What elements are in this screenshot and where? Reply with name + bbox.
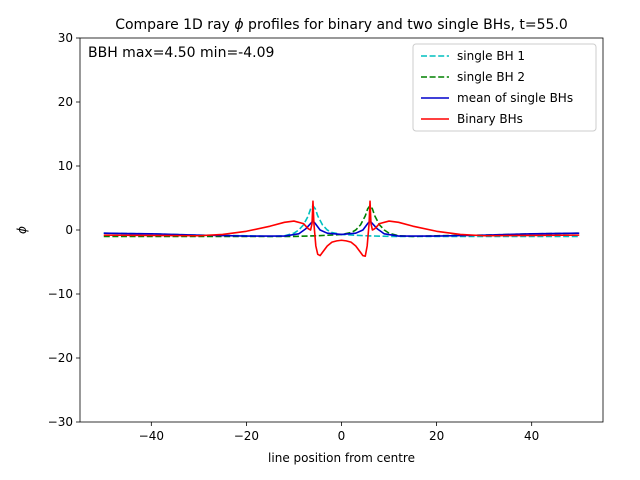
chart-title-symbol: ϕ <box>234 17 243 33</box>
y-tick-label: −10 <box>48 287 73 301</box>
x-tick-label: 20 <box>429 429 444 443</box>
y-axis: −30 −20 −10 0 10 20 30 <box>48 31 80 429</box>
y-tick-label: 10 <box>58 159 73 173</box>
y-tick-label: 20 <box>58 95 73 109</box>
x-tick-label: −40 <box>139 429 164 443</box>
legend-label-1: single BH 1 <box>457 49 525 63</box>
y-tick-label: −30 <box>48 415 73 429</box>
legend-label-4: Binary BHs <box>457 112 523 126</box>
chart-title: Compare 1D ray ϕ profiles for binary and… <box>115 17 568 33</box>
series-line-4 <box>103 200 580 257</box>
legend-label-3: mean of single BHs <box>457 91 573 105</box>
x-axis-label: line position from centre <box>268 451 415 465</box>
bbh-extrema-annotation: BBH max=4.50 min=-4.09 <box>88 45 274 61</box>
x-tick-label: −20 <box>234 429 259 443</box>
legend-label-2: single BH 2 <box>457 70 525 84</box>
series-line-3 <box>103 220 580 237</box>
y-axis-label: ϕ <box>15 226 29 234</box>
chart-title-prefix: Compare 1D ray <box>115 17 234 33</box>
x-tick-label: 40 <box>524 429 539 443</box>
x-tick-label: 0 <box>338 429 346 443</box>
legend-box <box>412 43 597 132</box>
y-tick-label: −20 <box>48 351 73 365</box>
y-tick-label: 30 <box>58 31 73 45</box>
chart-title-suffix: profiles for binary and two single BHs, … <box>244 17 568 33</box>
series-layer <box>103 200 580 257</box>
legend: single BH 1 single BH 2 mean of single BHs… <box>412 43 597 132</box>
x-axis: −40 −20 0 20 40 <box>139 422 539 443</box>
y-tick-label: 0 <box>65 223 73 237</box>
